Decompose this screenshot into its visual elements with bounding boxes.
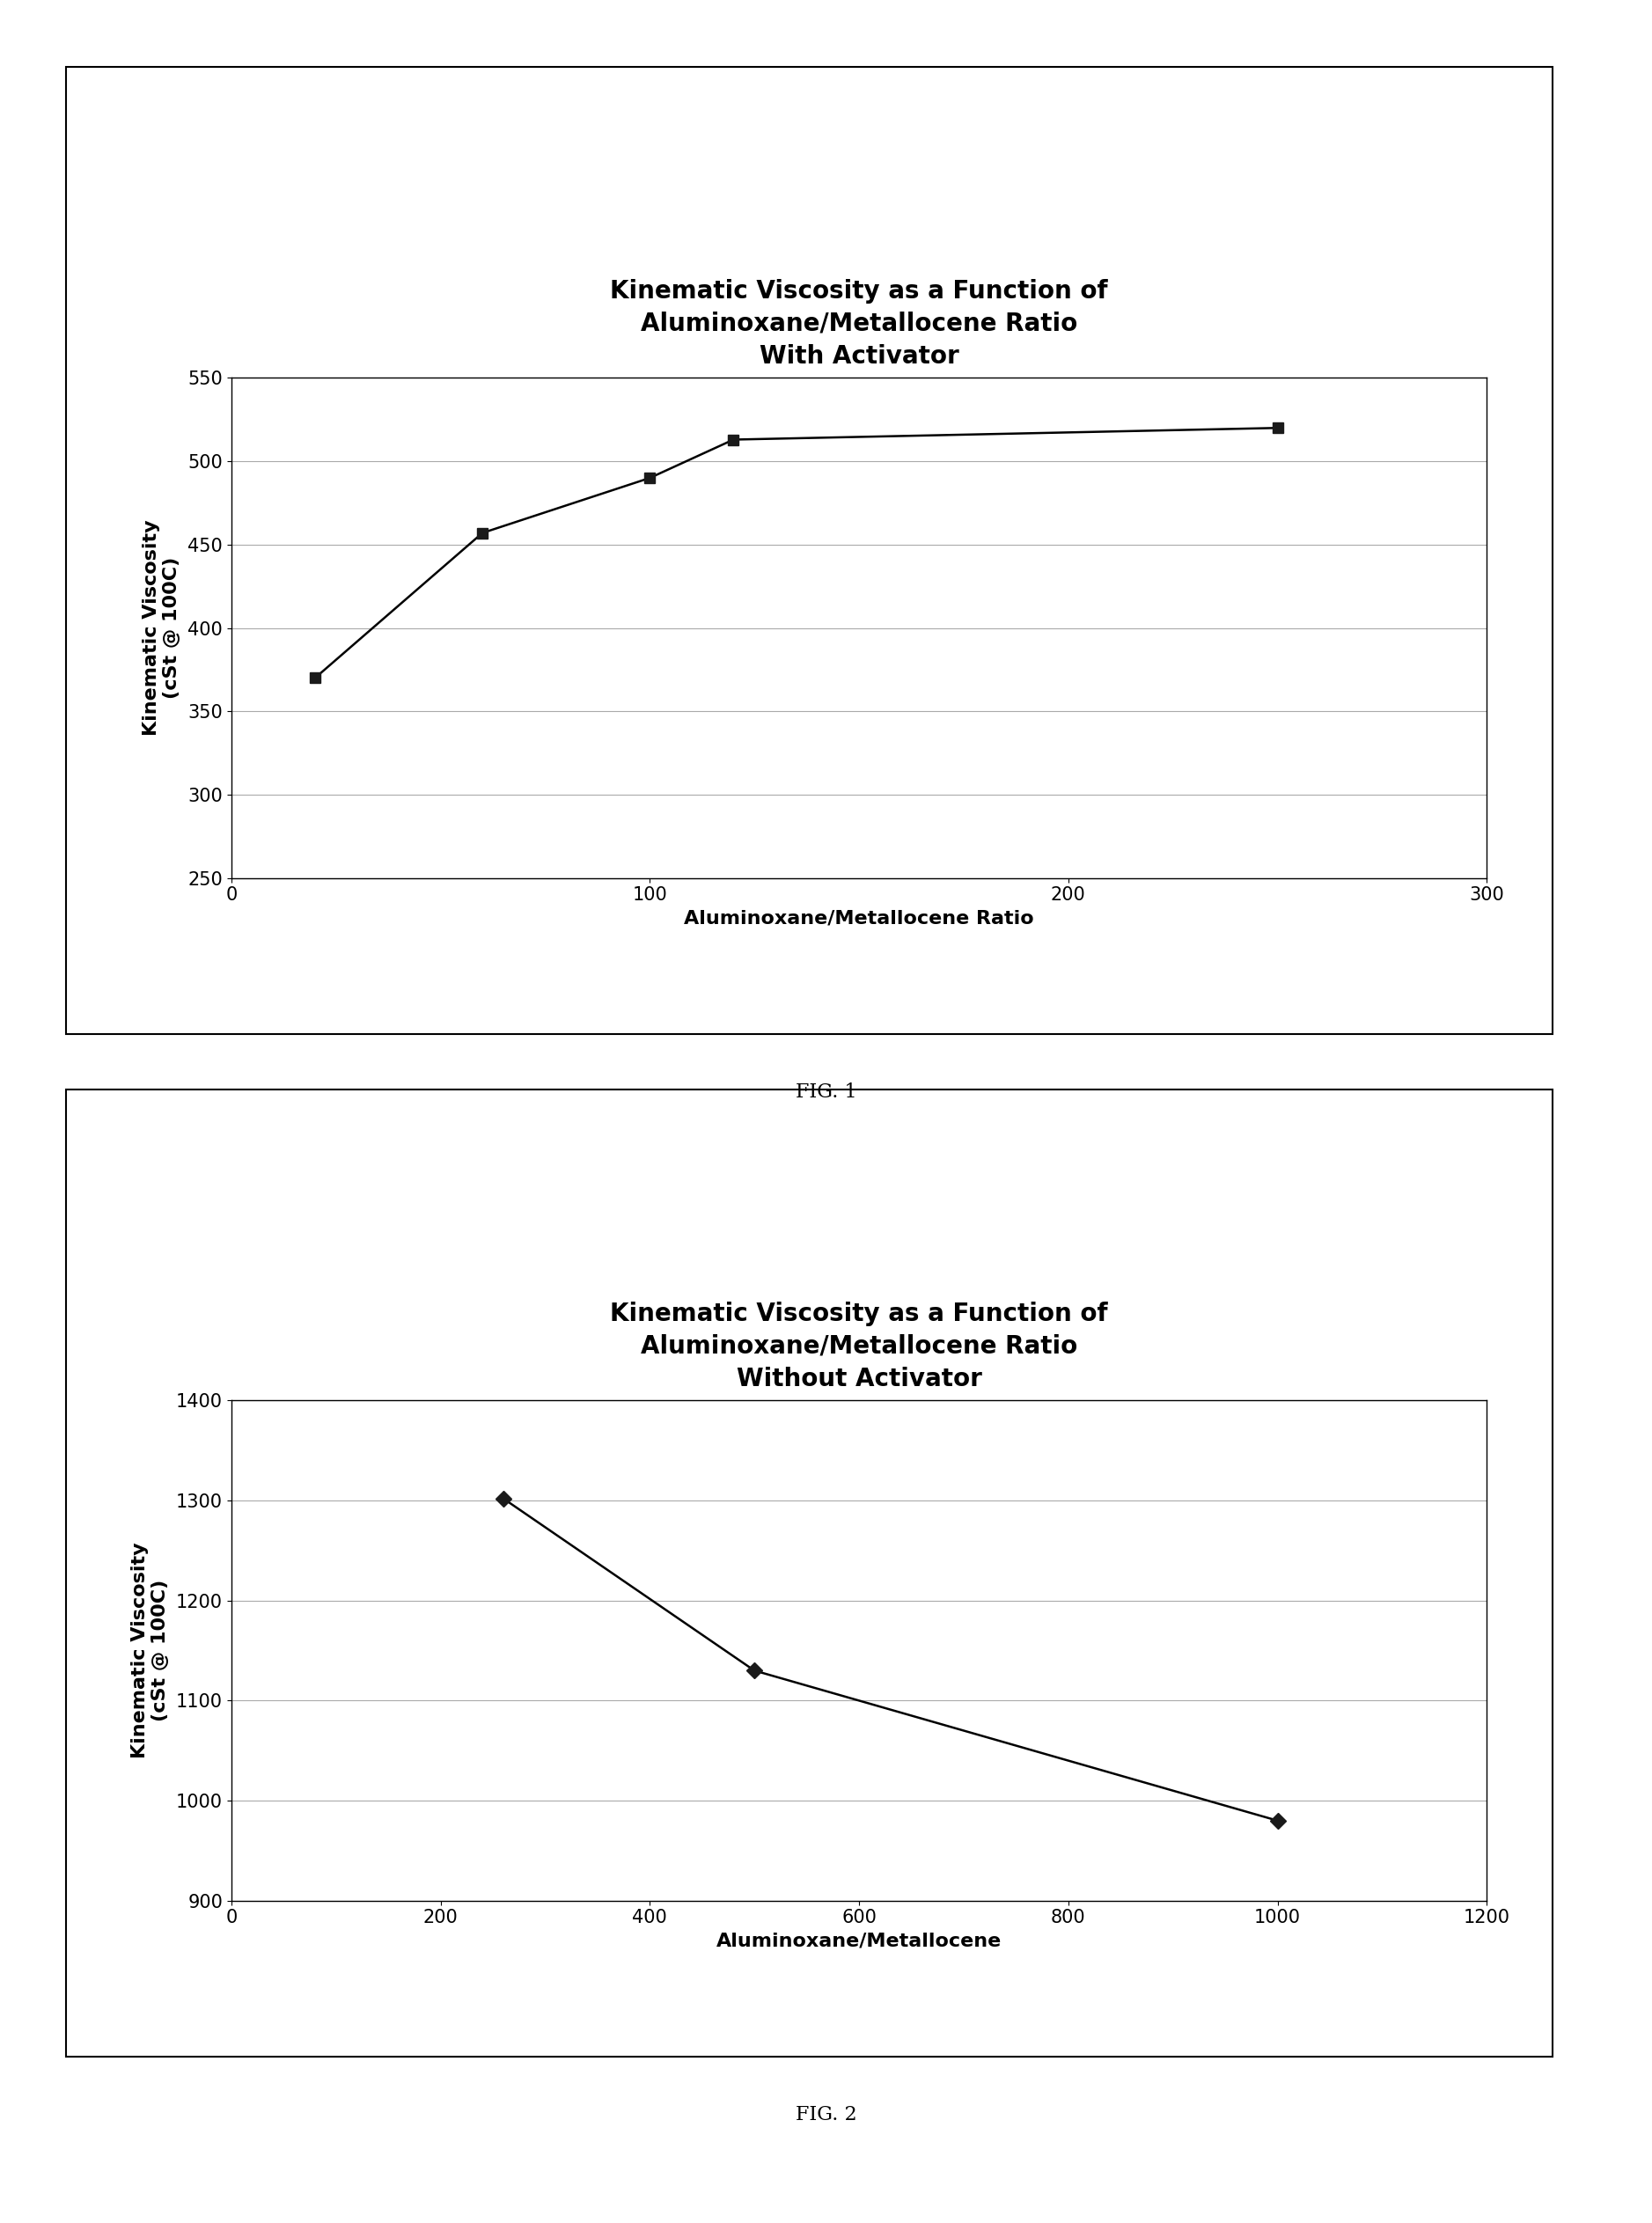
Text: FIG. 1: FIG. 1: [795, 1083, 857, 1103]
Y-axis label: Kinematic Viscosity
(cSt @ 100C): Kinematic Viscosity (cSt @ 100C): [131, 1543, 169, 1758]
Title: Kinematic Viscosity as a Function of
Aluminoxane/Metallocene Ratio
Without Activ: Kinematic Viscosity as a Function of Alu…: [610, 1303, 1108, 1392]
X-axis label: Aluminoxane/Metallocene Ratio: Aluminoxane/Metallocene Ratio: [684, 909, 1034, 927]
Y-axis label: Kinematic Viscosity
(cSt @ 100C): Kinematic Viscosity (cSt @ 100C): [142, 520, 180, 736]
Title: Kinematic Viscosity as a Function of
Aluminoxane/Metallocene Ratio
With Activato: Kinematic Viscosity as a Function of Alu…: [610, 280, 1108, 369]
X-axis label: Aluminoxane/Metallocene: Aluminoxane/Metallocene: [717, 1932, 1001, 1950]
Text: FIG. 2: FIG. 2: [795, 2105, 857, 2125]
